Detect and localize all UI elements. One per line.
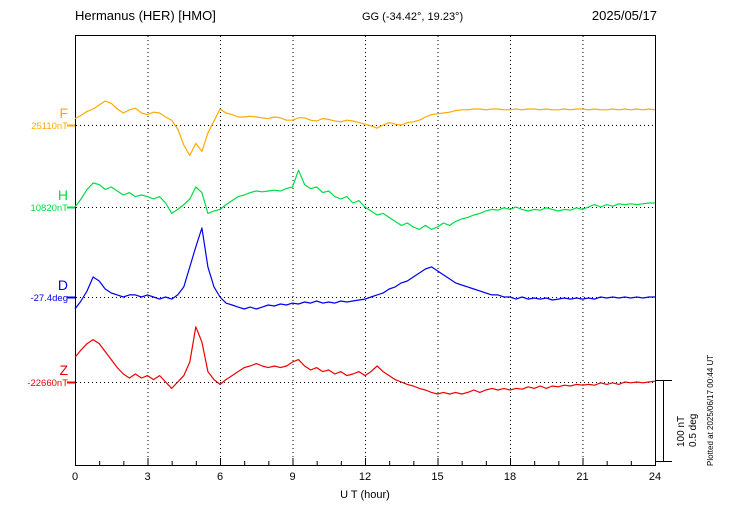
scalebar-deg-label: 0.5 deg	[688, 413, 699, 447]
station-title: Hermanus (HER) [HMO]	[75, 8, 216, 23]
series-baseline-D: -27.4deg	[30, 293, 68, 304]
plotted-at-note: Plotted at 2025/06/17 00:44 UT	[706, 354, 715, 466]
plot-frame	[75, 35, 656, 466]
series-baseline-Z: -22660nT	[27, 378, 68, 389]
trace-F	[74, 100, 656, 156]
series-label-F: F 25110nT	[0, 105, 68, 133]
x-tick-label: 0	[71, 471, 79, 483]
x-tick-label: 21	[576, 471, 589, 483]
x-axis-title: U T (hour)	[340, 489, 390, 501]
series-baseline-H: 10820nT	[30, 203, 68, 214]
series-label-Z: Z -22660nT	[0, 362, 68, 390]
x-tick-label: 18	[503, 471, 517, 483]
x-tick-label: 6	[216, 471, 224, 483]
x-tick-label: 24	[648, 471, 662, 483]
series-baseline-F: 25110nT	[31, 121, 68, 132]
series-label-D: D -27.4deg	[0, 277, 68, 305]
series-name-Z: Z	[59, 362, 68, 378]
series-label-H: H 10820nT	[0, 187, 68, 215]
trace-D	[74, 227, 655, 310]
series-name-F: F	[59, 105, 68, 121]
geo-coordinates: GG (-34.42°, 19.23°)	[362, 11, 464, 23]
trace-Z	[74, 326, 656, 395]
scalebar-nt-label: 100 nT	[676, 415, 687, 447]
x-tick-label: 15	[431, 471, 444, 483]
series-name-D: D	[57, 277, 68, 293]
x-tick-label: 12	[358, 471, 372, 483]
series-name-H: H	[57, 187, 68, 203]
x-tick-label: 3	[144, 471, 151, 483]
trace-H	[74, 169, 655, 230]
plot-date: 2025/05/17	[591, 8, 657, 23]
x-tick-label: 9	[289, 471, 296, 483]
